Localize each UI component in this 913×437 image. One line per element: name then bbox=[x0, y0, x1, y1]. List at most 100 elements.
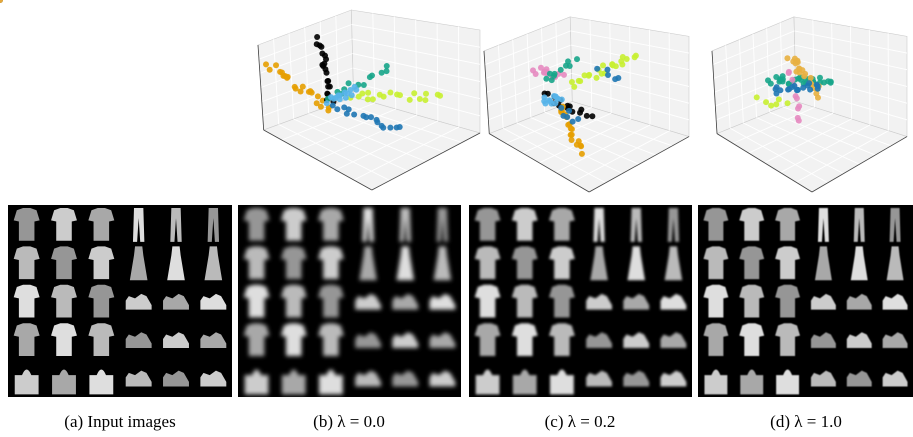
dot bbox=[567, 63, 573, 69]
dot bbox=[806, 80, 812, 86]
dot bbox=[578, 107, 584, 113]
dot bbox=[564, 114, 570, 120]
dot bbox=[384, 68, 390, 74]
dot bbox=[571, 84, 577, 90]
dot bbox=[558, 105, 564, 111]
dot bbox=[633, 53, 639, 59]
dot bbox=[317, 43, 323, 49]
dot bbox=[541, 94, 547, 100]
dot bbox=[777, 87, 783, 93]
dot bbox=[600, 62, 606, 68]
dot bbox=[577, 78, 583, 84]
dot bbox=[543, 76, 549, 82]
dot bbox=[594, 66, 600, 72]
dot bbox=[574, 56, 580, 62]
dot bbox=[361, 82, 367, 88]
dot bbox=[785, 100, 791, 106]
dot bbox=[352, 84, 358, 90]
dot bbox=[575, 116, 581, 122]
dot bbox=[397, 124, 403, 130]
dot bbox=[437, 93, 443, 99]
dot bbox=[579, 151, 585, 157]
dot bbox=[267, 67, 273, 73]
dot bbox=[546, 97, 552, 103]
image-grid bbox=[8, 205, 232, 397]
dot bbox=[551, 93, 557, 99]
figure: (a) Input images (b) λ = 0.0 (c) λ = 0.2… bbox=[0, 0, 913, 437]
dot bbox=[263, 61, 269, 67]
dot bbox=[365, 90, 371, 96]
dot bbox=[315, 93, 321, 99]
dot bbox=[589, 113, 595, 119]
dot bbox=[569, 137, 575, 143]
dot bbox=[593, 75, 599, 81]
dot bbox=[793, 60, 799, 66]
dot bbox=[828, 80, 834, 86]
plot-3d bbox=[484, 17, 689, 192]
dot bbox=[584, 113, 590, 119]
dot bbox=[370, 96, 376, 102]
panel bbox=[238, 205, 461, 397]
caption: (d) λ = 1.0 bbox=[770, 412, 842, 431]
dot bbox=[768, 103, 774, 109]
plot-3d bbox=[0, 0, 480, 190]
image-grid bbox=[238, 205, 461, 397]
dot bbox=[330, 102, 336, 108]
dot bbox=[559, 97, 565, 103]
dot bbox=[285, 74, 291, 80]
figure-canvas: (a) Input images (b) λ = 0.0 (c) λ = 0.2… bbox=[0, 0, 913, 437]
dot bbox=[397, 92, 403, 98]
panel bbox=[469, 205, 692, 397]
dot bbox=[815, 83, 821, 89]
dot bbox=[384, 63, 390, 69]
dot bbox=[367, 74, 373, 80]
dot bbox=[273, 62, 279, 68]
dot bbox=[795, 106, 801, 112]
dot bbox=[780, 73, 786, 79]
dot bbox=[309, 90, 315, 96]
dot bbox=[808, 75, 814, 81]
dot bbox=[422, 97, 428, 103]
dot bbox=[558, 67, 564, 73]
dot bbox=[552, 100, 558, 106]
dot bbox=[570, 119, 576, 125]
dot bbox=[605, 72, 611, 78]
dot bbox=[786, 70, 792, 76]
panel bbox=[8, 205, 232, 397]
dot bbox=[351, 112, 357, 118]
dot bbox=[615, 75, 621, 81]
dot bbox=[773, 101, 779, 107]
dot bbox=[0, 0, 3, 3]
dot bbox=[387, 89, 393, 95]
dot bbox=[801, 73, 807, 79]
dot bbox=[380, 125, 386, 131]
dot bbox=[346, 106, 352, 112]
dot bbox=[569, 132, 575, 138]
dot bbox=[624, 56, 630, 62]
dot bbox=[346, 80, 352, 86]
dot bbox=[604, 67, 610, 73]
dot bbox=[533, 71, 539, 77]
image-grid bbox=[469, 205, 692, 397]
dot bbox=[325, 107, 331, 113]
dot bbox=[807, 87, 813, 93]
dot bbox=[789, 77, 795, 83]
dot bbox=[318, 104, 324, 110]
dot bbox=[368, 114, 374, 120]
dot bbox=[561, 72, 567, 78]
dot bbox=[754, 94, 760, 100]
dot bbox=[325, 78, 331, 84]
dot bbox=[407, 97, 413, 103]
dot bbox=[325, 84, 331, 90]
caption: (a) Input images bbox=[64, 412, 175, 431]
dot bbox=[578, 142, 584, 148]
dot bbox=[324, 70, 330, 76]
dot bbox=[566, 108, 572, 114]
dot bbox=[423, 91, 429, 97]
dot bbox=[568, 125, 574, 131]
dot bbox=[349, 92, 355, 98]
dot bbox=[794, 95, 800, 101]
dot bbox=[817, 75, 823, 81]
dot bbox=[763, 99, 769, 105]
image-grid bbox=[698, 205, 913, 397]
